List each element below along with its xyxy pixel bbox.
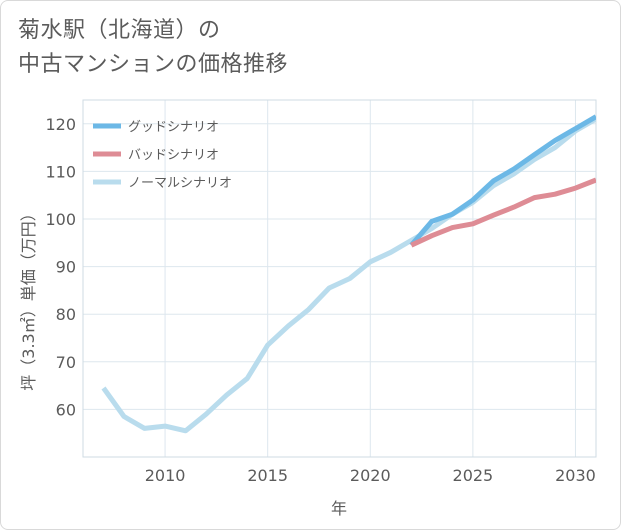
x-tick-label: 2020 — [350, 466, 391, 485]
y-tick-label: 120 — [45, 115, 76, 134]
y-axis-label: 坪（3.3㎡）単価（万円） — [19, 205, 38, 390]
y-tick-label: 90 — [56, 258, 76, 277]
series-line-3 — [101, 116, 596, 434]
series-line-2 — [410, 177, 596, 248]
x-tick-label: 2015 — [247, 466, 288, 485]
chart-title-line1: 菊水駅（北海道）の — [18, 18, 221, 43]
grid-lines — [83, 100, 596, 457]
x-tick-labels: 2010 2015 2020 2025 2030 — [145, 466, 596, 485]
chart-title-line2: 中古マンションの価格推移 — [18, 52, 289, 77]
chart-title: 菊水駅（北海道）の 中古マンションの価格推移 — [18, 14, 288, 82]
legend-label-1: グッドシナリオ — [128, 120, 219, 135]
legend-label-2: バッドシナリオ — [128, 148, 219, 163]
x-tick-label: 2010 — [145, 466, 186, 485]
y-tick-label: 80 — [56, 305, 76, 324]
x-axis-label: 年 — [331, 499, 347, 518]
y-tick-label: 110 — [45, 162, 76, 181]
y-tick-label: 60 — [56, 400, 76, 419]
series-line-1 — [409, 114, 596, 247]
legend-label-3: ノーマルシナリオ — [128, 176, 232, 191]
series-lines — [101, 114, 596, 434]
y-tick-label: 70 — [56, 353, 76, 372]
y-tick-labels: 60 70 80 90 100 110 120 — [45, 115, 76, 420]
plot-area-border — [82, 99, 597, 458]
x-tick-label: 2025 — [453, 466, 494, 485]
y-tick-label: 100 — [45, 210, 76, 229]
x-tick-label: 2030 — [555, 466, 596, 485]
